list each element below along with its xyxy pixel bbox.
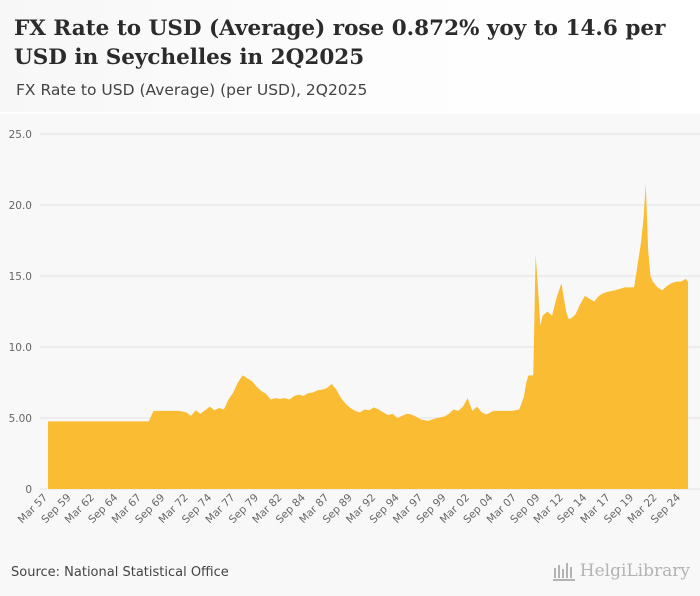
y-axis: 0 5.00 10.0 15.0 20.0 25.0 (9, 129, 32, 496)
chart-subtitle: FX Rate to USD (Average) (per USD), 2Q20… (16, 81, 368, 99)
y-tick-label: 25.0 (9, 129, 32, 141)
y-tick-label: 0 (25, 484, 32, 496)
y-tick-label: 10.0 (9, 342, 32, 354)
y-tick-label: 5.00 (9, 413, 32, 425)
chart-header: FX Rate to USD (Average) rose 0.872% yoy… (0, 0, 700, 112)
brand-name: HelgiLibrary (579, 561, 690, 581)
series-layer (48, 183, 688, 489)
brand-logo: HelgiLibrary (552, 560, 690, 582)
chart-title: FX Rate to USD (Average) rose 0.872% yoy… (14, 16, 666, 70)
y-tick-label: 15.0 (9, 271, 32, 283)
chart-area: 0 5.00 10.0 15.0 20.0 25.0 Mar 57 Sep 59 Mar 62… (0, 114, 700, 554)
library-columns-icon (552, 563, 575, 581)
source-note: Source: National Statistical Office (11, 565, 229, 580)
series-area (48, 183, 688, 489)
y-tick-label: 20.0 (9, 200, 32, 212)
chart-footer: Source: National Statistical Office Helg… (0, 554, 700, 596)
